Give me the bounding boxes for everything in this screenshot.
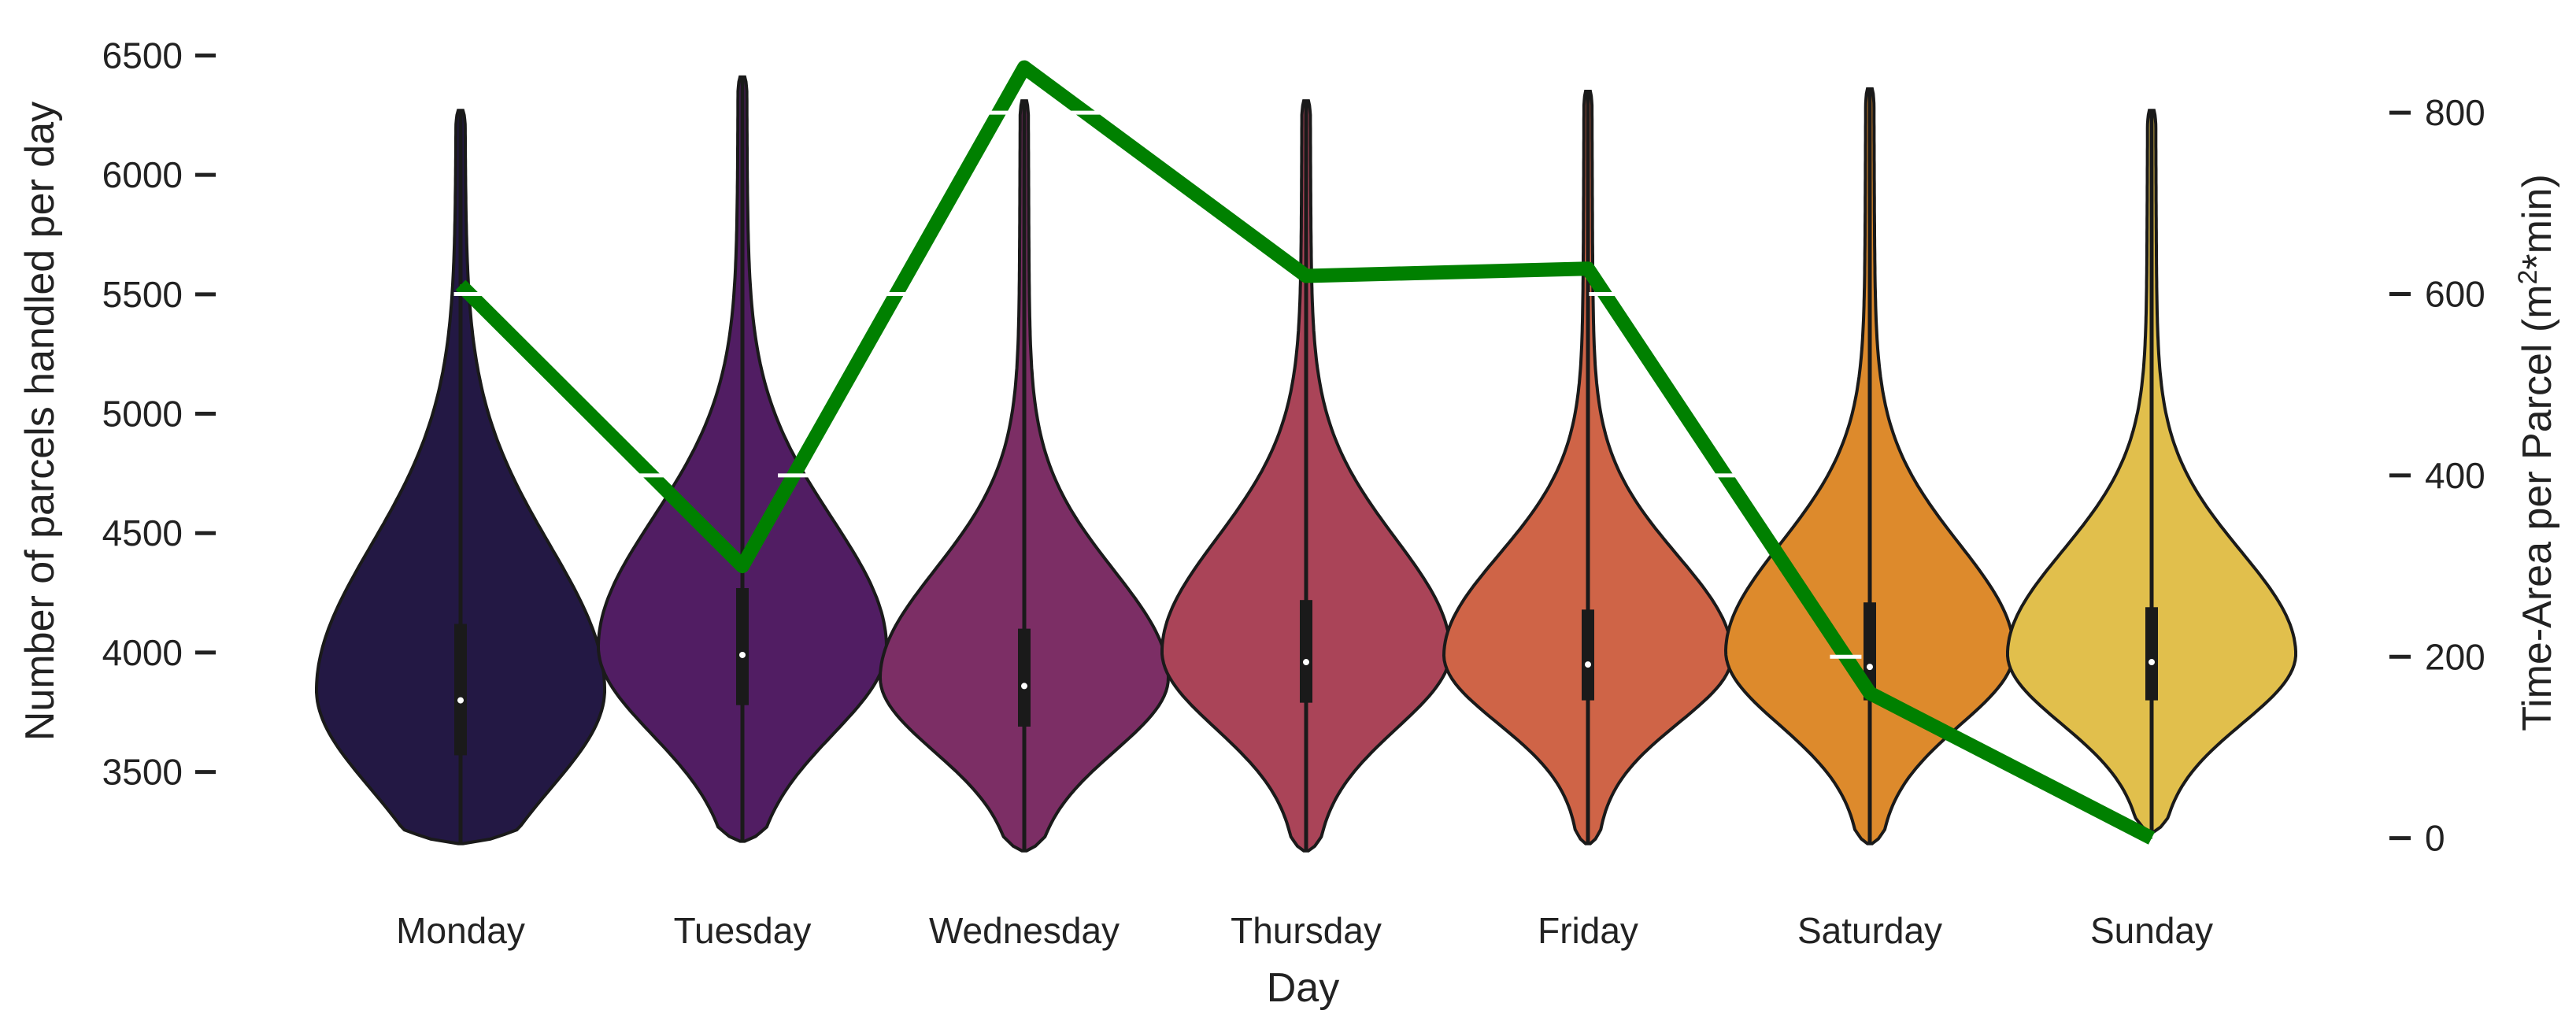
time-area-point-wednesday (1023, 66, 1025, 68)
time-area-point-friday (1587, 268, 1589, 270)
violin-wednesday (878, 99, 1171, 853)
x-axis: Monday Tuesday Wednesday Thursday Friday Satu… (396, 910, 2213, 951)
right-tick-label-600: 600 (2425, 274, 2485, 315)
left-axis: 3500 4000 4500 5000 5500 6000 6500 (102, 35, 216, 793)
violin-saturday (1723, 87, 2016, 846)
violin-median-saturday (1867, 664, 1873, 671)
left-tick-label-4500: 4500 (102, 512, 183, 553)
right-axis: 0 200 400 600 800 (2389, 92, 2485, 859)
left-tick-label-6500: 6500 (102, 35, 183, 76)
left-tick-label-6000: 6000 (102, 154, 183, 195)
x-tick-label-sunday: Sunday (2090, 910, 2213, 951)
time-area-point-thursday (1305, 275, 1307, 277)
left-tick-label-4000: 4000 (102, 632, 183, 673)
right-tick-label-200: 200 (2425, 636, 2485, 677)
right-tick-label-800: 800 (2425, 92, 2485, 133)
violin-box-tuesday (736, 588, 749, 705)
violin-sunday (2006, 109, 2297, 834)
x-tick-label-monday: Monday (396, 910, 525, 951)
time-area-point-saturday (1869, 692, 1871, 694)
violin-median-sunday (2149, 659, 2155, 666)
x-tick-label-wednesday: Wednesday (929, 910, 1120, 951)
violin-box-monday (454, 624, 467, 756)
right-axis-label-part2: *min) (2515, 174, 2560, 269)
time-area-point-tuesday (742, 565, 743, 568)
violin-median-wednesday (1021, 683, 1027, 690)
violin-box-friday (1582, 609, 1594, 701)
x-axis-label: Day (1267, 965, 1339, 1011)
violins-layer (315, 75, 2297, 853)
left-tick-label-5500: 5500 (102, 274, 183, 315)
violin-monday (315, 109, 606, 846)
violin-median-monday (457, 697, 464, 704)
violin-thursday (1160, 99, 1452, 853)
right-tick-label-0: 0 (2425, 818, 2445, 859)
time-area-point-monday (460, 284, 461, 287)
time-area-point-sunday (2151, 837, 2152, 839)
x-tick-label-friday: Friday (1538, 910, 1638, 951)
right-axis-label-superscript: 2 (2513, 270, 2543, 285)
left-tick-label-5000: 5000 (102, 394, 183, 435)
violin-tuesday (596, 75, 889, 843)
violin-friday (1442, 90, 1734, 846)
right-tick-label-400: 400 (2425, 455, 2485, 496)
violin-box-sunday (2145, 607, 2158, 701)
right-axis-label: Time-Area per Parcel (m2*min) (2513, 174, 2560, 731)
left-tick-label-3500: 3500 (102, 752, 183, 793)
x-tick-label-tuesday: Tuesday (674, 910, 812, 951)
violin-box-thursday (1300, 600, 1312, 703)
violin-median-tuesday (739, 651, 746, 658)
left-axis-label: Number of parcels handled per day (17, 102, 63, 741)
violin-median-thursday (1303, 659, 1309, 666)
x-tick-label-thursday: Thursday (1231, 910, 1382, 951)
violin-median-friday (1585, 661, 1591, 668)
right-axis-label-part1: Time-Area per Parcel (m (2515, 284, 2560, 731)
violin-box-wednesday (1018, 628, 1031, 727)
time-area-line-layer (453, 60, 2156, 845)
x-tick-label-saturday: Saturday (1797, 910, 1942, 951)
